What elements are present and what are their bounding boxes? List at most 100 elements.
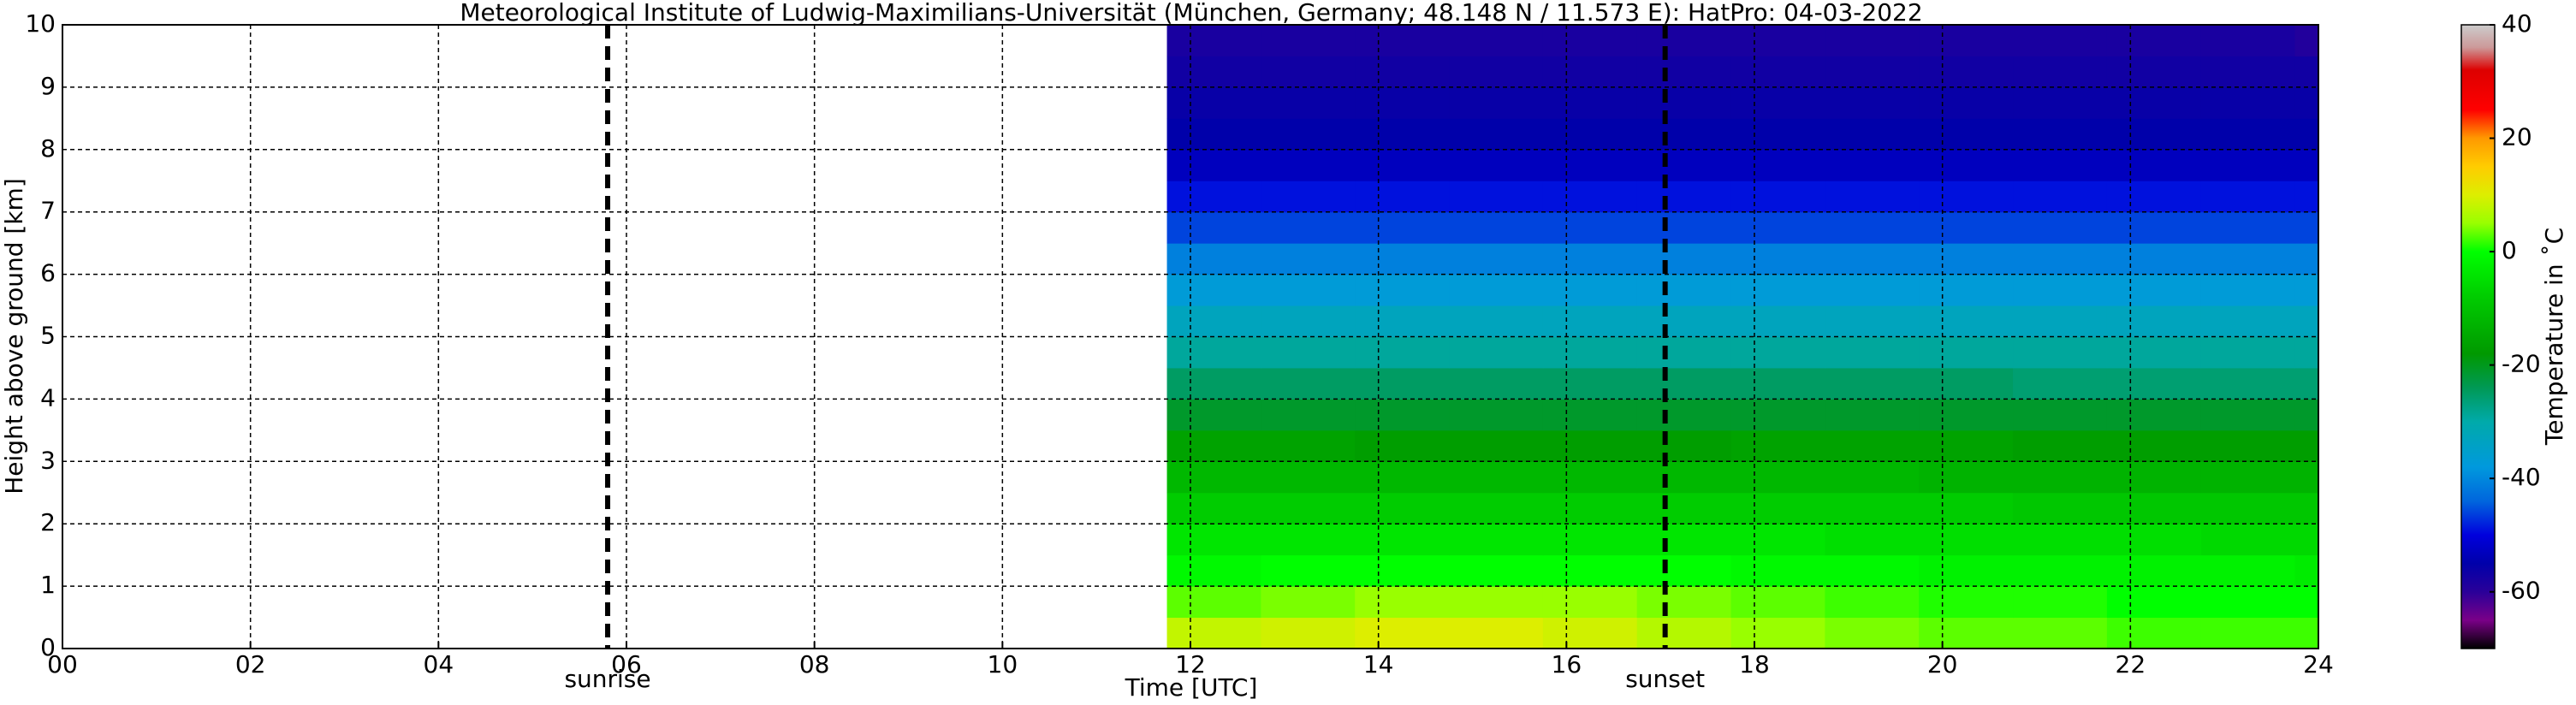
heatmap-cell (1636, 243, 1732, 275)
heatmap-cell (1261, 461, 1356, 494)
heatmap-cell (2200, 118, 2296, 151)
heatmap-cell (1636, 181, 1732, 213)
heatmap-cell (2294, 25, 2319, 56)
heatmap-cell (2294, 86, 2319, 119)
x-tick-label: 14 (1363, 650, 1394, 678)
heatmap-cell (2294, 336, 2319, 369)
heatmap-cell (1449, 367, 1544, 400)
heatmap-cell (1166, 118, 1261, 151)
y-tick-label: 5 (40, 322, 56, 350)
heatmap-cell (1449, 56, 1544, 88)
heatmap-cell (1542, 492, 1638, 524)
heatmap-cell (1636, 586, 1732, 619)
heatmap-cell (2106, 336, 2202, 369)
heatmap-cell (1919, 149, 2014, 181)
heatmap-cell (2294, 181, 2319, 213)
heatmap-cell (1825, 617, 1920, 649)
heatmap-cell (2013, 149, 2108, 181)
heatmap-cell (2200, 586, 2296, 619)
heatmap-cell (1166, 554, 1261, 587)
heatmap-cell (2106, 524, 2202, 556)
x-tick-label: 00 (47, 650, 78, 678)
heatmap-cell (1919, 86, 2014, 119)
heatmap-cell (2294, 617, 2319, 649)
heatmap-cell (1449, 492, 1544, 524)
heatmap-cell (2294, 118, 2319, 151)
heatmap-cell (2013, 554, 2108, 587)
heatmap-cell (2294, 56, 2319, 88)
heatmap-cell (2106, 243, 2202, 275)
heatmap-cell (1730, 118, 1825, 151)
heatmap-cell (2106, 56, 2202, 88)
heatmap-cell (1919, 336, 2014, 369)
heatmap-cell (1825, 554, 1920, 587)
heatmap-cell (1166, 461, 1261, 494)
heatmap-cell (1542, 118, 1638, 151)
heatmap-cell (1919, 243, 2014, 275)
heatmap-cell (2200, 56, 2296, 88)
colorbar-label: Temperature in ˚C (2540, 228, 2568, 446)
heatmap-cell (1542, 367, 1638, 400)
y-tick-label: 10 (25, 9, 56, 38)
heatmap-cell (1825, 461, 1920, 494)
heatmap-cell (1636, 25, 1732, 56)
heatmap-cell (1919, 56, 2014, 88)
heatmap-cell (2106, 181, 2202, 213)
heatmap-cell (1636, 86, 1732, 119)
x-tick-label: 16 (1552, 650, 1582, 678)
heatmap-cell (1542, 399, 1638, 431)
x-tick-label: 18 (1739, 650, 1770, 678)
heatmap-cell (1449, 25, 1544, 56)
heatmap-cell (1166, 211, 1261, 244)
heatmap-cell (1730, 617, 1825, 649)
x-tick-label: 08 (799, 650, 830, 678)
heatmap-cell (1919, 118, 2014, 151)
heatmap-cell (1355, 25, 1450, 56)
heatmap-cell (2013, 211, 2108, 244)
heatmap-cell (1166, 56, 1261, 88)
heatmap-cell (1166, 149, 1261, 181)
y-tick-label: 0 (40, 633, 56, 661)
heatmap-cell (1449, 181, 1544, 213)
heatmap-cell (1261, 86, 1356, 119)
heatmap-cell (1636, 492, 1732, 524)
heatmap-cell (2106, 399, 2202, 431)
heatmap-cell (1166, 586, 1261, 619)
overlay (62, 24, 2319, 649)
heatmap-cell (2106, 274, 2202, 306)
heatmap-cell (1355, 554, 1450, 587)
heatmap-cell (1730, 181, 1825, 213)
heatmap-cell (1825, 430, 1920, 462)
heatmap-cell (1261, 617, 1356, 649)
heatmap-cell (1261, 524, 1356, 556)
heatmap-cell (1261, 336, 1356, 369)
heatmap-cell (1449, 336, 1544, 369)
heatmap-cell (1730, 86, 1825, 119)
heatmap-cell (2013, 617, 2108, 649)
heatmap-cell (1355, 399, 1450, 431)
heatmap-cell (1825, 367, 1920, 400)
heatmap-cell (1919, 554, 2014, 587)
y-tick-label: 1 (40, 571, 56, 599)
y-tick-label: 8 (40, 134, 56, 163)
chart-title: Meteorological Institute of Ludwig-Maxim… (460, 0, 1922, 27)
heatmap-cell (1919, 586, 2014, 619)
heatmap-cell (1542, 524, 1638, 556)
x-tick-label: 24 (2303, 650, 2334, 678)
heatmap-cell (1542, 25, 1638, 56)
heatmap-cell (2200, 211, 2296, 244)
heatmap-cell (1825, 274, 1920, 306)
heatmap-cell (1919, 461, 2014, 494)
heatmap-cell (1636, 461, 1732, 494)
heatmap-cell (1825, 118, 1920, 151)
heatmap-cell (1166, 524, 1261, 556)
heatmap-cell (2200, 461, 2296, 494)
heatmap-cell (2013, 586, 2108, 619)
heatmap-cell (1261, 274, 1356, 306)
x-tick-label: 12 (1175, 650, 1206, 678)
heatmap-cell (1449, 118, 1544, 151)
heatmap-cell (1542, 554, 1638, 587)
heatmap-cell (1730, 274, 1825, 306)
heatmap-cell (1261, 554, 1356, 587)
heatmap-cell (1919, 492, 2014, 524)
